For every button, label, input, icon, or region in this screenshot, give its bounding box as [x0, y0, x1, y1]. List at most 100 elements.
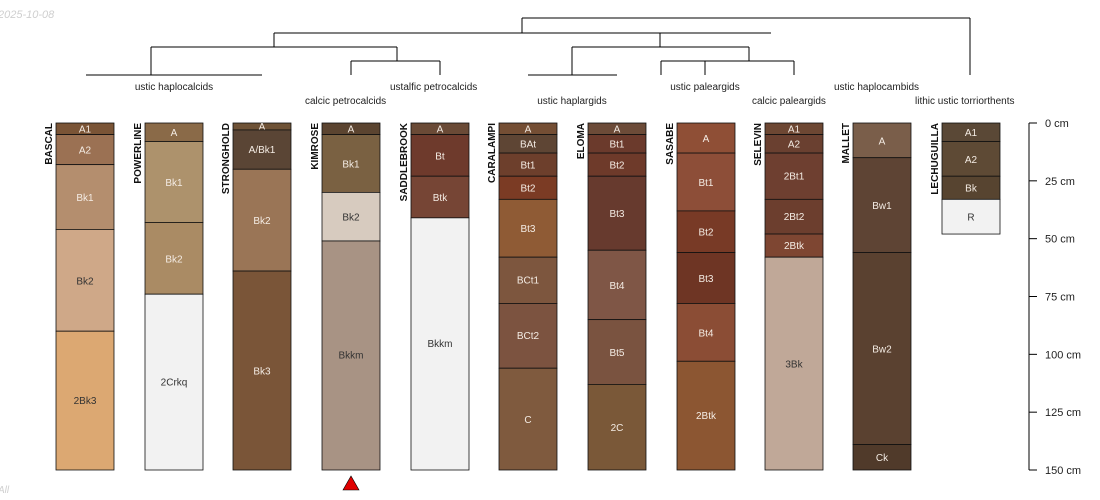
horizon-label: A — [614, 124, 621, 135]
horizon-label: A — [525, 124, 532, 135]
horizon-a2 — [941, 141, 1001, 177]
horizon-bt3 — [676, 252, 736, 304]
horizon-c — [498, 367, 558, 471]
horizon-label: Bt4 — [698, 328, 713, 339]
horizon-label: 3Bk — [785, 360, 803, 371]
horizon-label: 2Btk — [696, 411, 717, 422]
profile-bascal: A1 A2 Bk1 Bk2 2Bk3 BASCAL — [44, 122, 115, 471]
horizon-bct1 — [498, 256, 558, 304]
horizon-label: 2Btk — [784, 241, 805, 252]
profile-name: POWERLINE — [133, 123, 144, 184]
horizon-label: Bkkm — [428, 339, 453, 350]
depth-tick-label: 75 cm — [1045, 292, 1075, 304]
taxon-label: ustic paleargids — [670, 82, 739, 93]
horizon-label: Bkkm — [339, 351, 364, 362]
horizon-label: A1 — [965, 128, 978, 139]
horizon-2crkq — [144, 293, 204, 471]
horizon-label: Bk2 — [253, 216, 271, 227]
date-stamp: 2025-10-08 — [0, 9, 55, 21]
horizon-r — [941, 198, 1001, 235]
horizon-label: Bt2 — [520, 184, 535, 195]
taxon-label: calcic petrocalcids — [305, 96, 386, 107]
horizon-label: A — [259, 122, 266, 133]
horizon-label: Bt2 — [698, 228, 713, 239]
corner-label: All — [0, 485, 10, 496]
profile-powerline: A Bk1 Bk2 2Crkq POWERLINE — [133, 122, 204, 471]
horizon-ck — [852, 444, 912, 471]
horizon-label: R — [967, 213, 974, 224]
depth-tick-label: 50 cm — [1045, 234, 1075, 246]
horizon-label: 2Crkq — [161, 377, 188, 388]
horizon-2c — [587, 384, 647, 471]
horizon-label: Bt1 — [609, 139, 624, 150]
profile-name: LECHUGUILLA — [930, 123, 941, 195]
horizon-bw2 — [852, 252, 912, 445]
horizon-a — [676, 122, 736, 154]
horizon-label: A1 — [79, 124, 92, 135]
taxon-label: lithic ustic torriorthents — [915, 96, 1014, 107]
horizon-label: Bt3 — [609, 209, 624, 220]
profile-name: CARALAMPI — [487, 123, 498, 183]
profile-name: SADDLEBROOK — [399, 122, 410, 201]
horizon-label: A2 — [79, 146, 92, 157]
horizon-label: C — [524, 415, 531, 426]
horizon-label: A — [348, 124, 355, 135]
depth-axis: 0 cm 25 cm 50 cm 75 cm 100 cm 125 cm 150 cm — [1028, 118, 1081, 477]
taxon-label: ustalfic petrocalcids — [390, 82, 477, 93]
horizon-label: Bt — [435, 151, 445, 162]
horizon-label: Bk1 — [342, 159, 360, 170]
horizon-label: Bk1 — [76, 193, 94, 204]
horizon-label: Bk1 — [165, 178, 183, 189]
profile-name: MALLET — [841, 123, 852, 164]
horizon-label: Bt1 — [698, 178, 713, 189]
profile-stronghold: A A/Bk1 Bk2 Bk3 STRONGHOLD — [221, 122, 292, 471]
depth-tick-label: 0 cm — [1045, 118, 1069, 130]
horizon-label: Btk — [433, 193, 448, 204]
horizon-label: A — [171, 128, 178, 139]
horizon-label: A2 — [965, 155, 978, 166]
horizon-label: A — [703, 134, 710, 145]
horizon-a2 — [55, 134, 115, 166]
profile-sasabe: A Bt1 Bt2 Bt3 Bt4 2Btk SASABE — [665, 122, 736, 471]
depth-tick-label: 25 cm — [1045, 176, 1075, 188]
horizon-bk1 — [321, 134, 381, 193]
horizon-label: A1 — [788, 124, 801, 135]
profile-eloma: A Bt1 Bt2 Bt3 Bt4 Bt5 2C ELOMA — [576, 122, 647, 471]
horizon-label: Bt3 — [698, 274, 713, 285]
taxon-label: ustic haplargids — [537, 96, 606, 107]
horizon-label: BCt2 — [517, 331, 540, 342]
horizon-2btk — [676, 360, 736, 471]
horizon-a-bk1 — [232, 129, 292, 170]
profile-name: BASCAL — [44, 123, 55, 165]
depth-tick-label: 100 cm — [1045, 349, 1081, 361]
profile-lechuguilla: A1 A2 Bk R LECHUGUILLA — [930, 122, 1001, 235]
horizon-bk2 — [232, 168, 292, 272]
dendrogram — [86, 17, 971, 76]
horizon-2bt1 — [764, 152, 824, 200]
horizon-bkkm — [321, 240, 381, 471]
horizon-label: Bk2 — [165, 254, 183, 265]
horizon-bt — [410, 134, 470, 177]
profile-mallet: A Bw1 Bw2 Ck MALLET — [841, 122, 912, 471]
horizon-label: Bt3 — [520, 224, 535, 235]
profile-kimrose: A Bk1 Bk2 Bkkm KIMROSE — [310, 122, 381, 471]
profile-selevin: A1 A2 2Bt1 2Bt2 2Btk 3Bk SELEVIN — [753, 122, 824, 471]
horizon-label: 2Bt1 — [784, 171, 805, 182]
horizon-bt3 — [498, 198, 558, 258]
horizon-label: BCt1 — [517, 276, 540, 287]
horizon-label: BAt — [520, 139, 536, 150]
horizon-label: A2 — [788, 139, 801, 150]
dendrogram-branch — [86, 17, 971, 76]
profile-name: SELEVIN — [753, 123, 764, 166]
horizon-label: Bk2 — [76, 276, 94, 287]
horizon-bt4 — [676, 303, 736, 362]
horizon-label: Bk2 — [342, 213, 360, 224]
horizon-bkkm — [410, 217, 470, 471]
profile-name: KIMROSE — [310, 123, 321, 170]
horizon-bk3 — [232, 270, 292, 471]
profile-name: SASABE — [665, 123, 676, 165]
horizon-label: Bk — [965, 184, 978, 195]
truncation-marker-icon — [342, 475, 360, 491]
horizon-label: Bt4 — [609, 281, 624, 292]
